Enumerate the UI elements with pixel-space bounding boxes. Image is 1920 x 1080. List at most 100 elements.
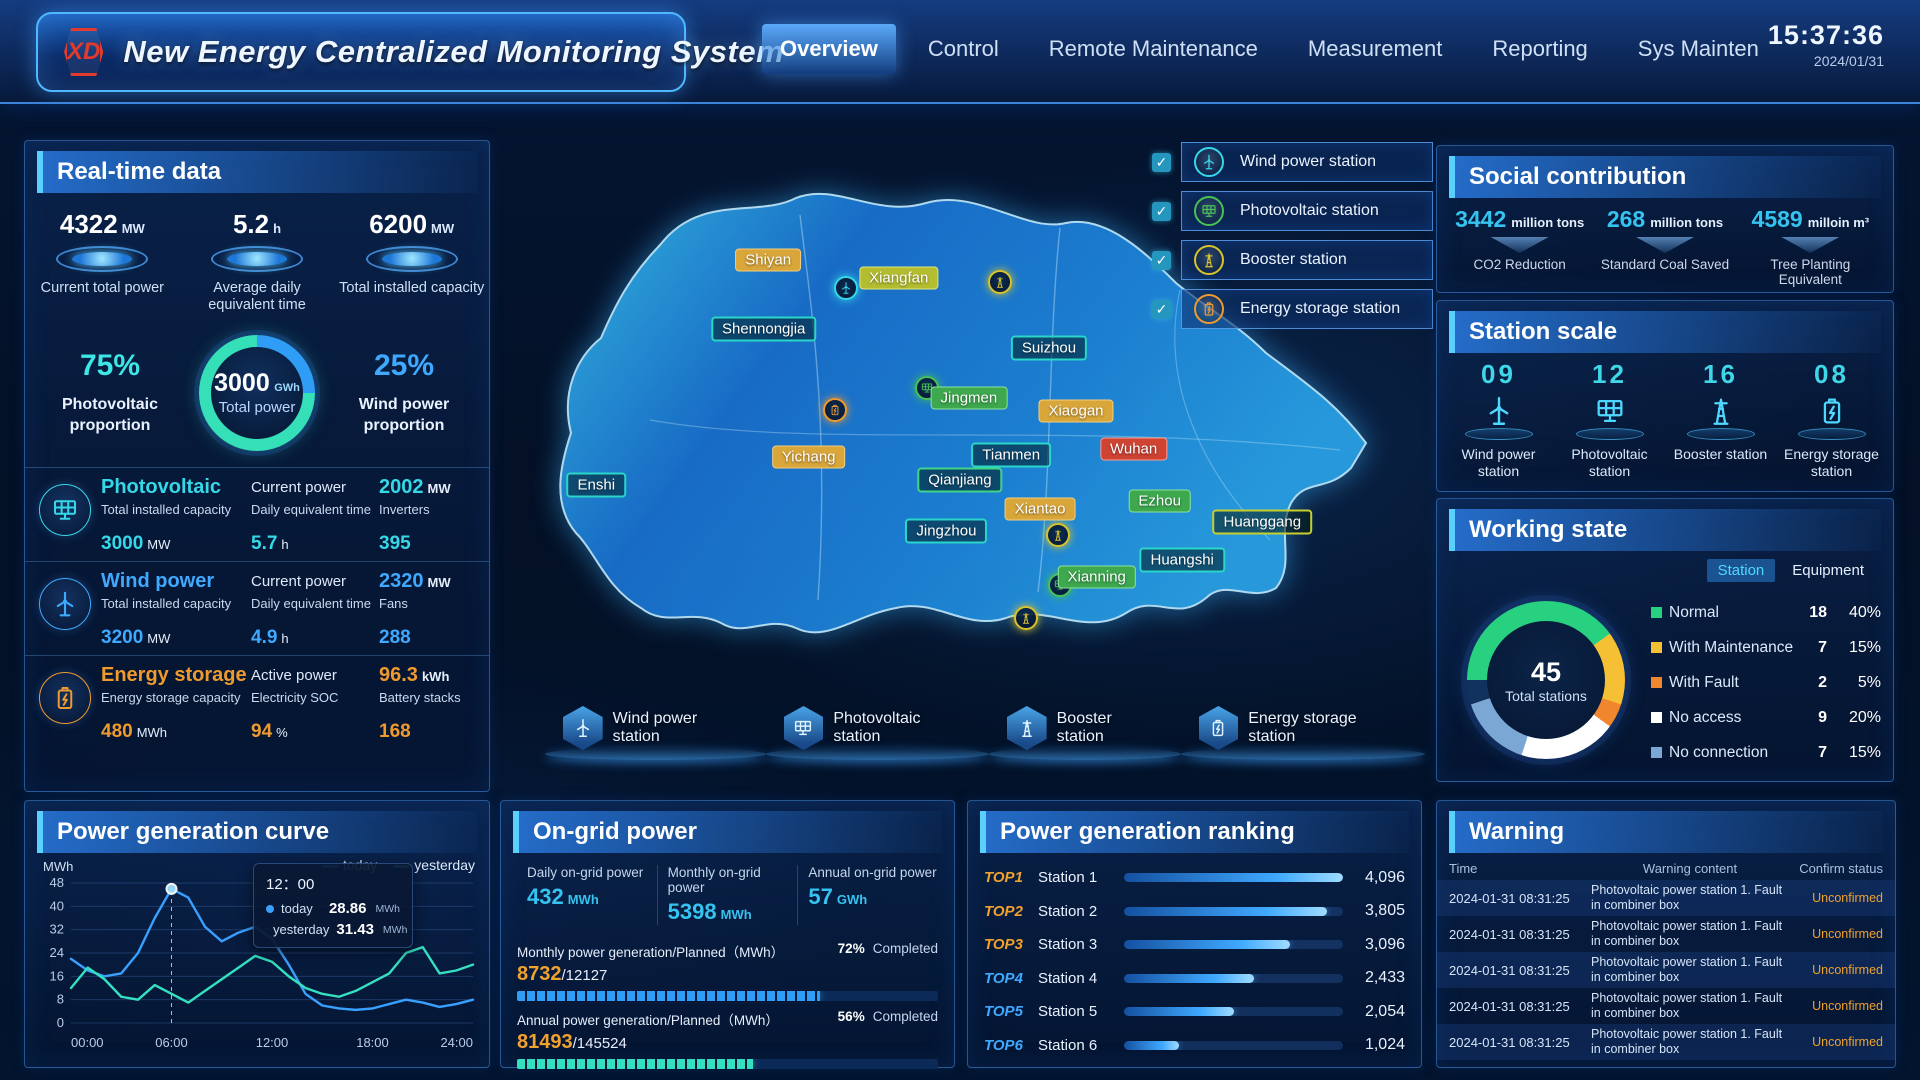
pedestal-icon (1635, 237, 1694, 253)
tab-remote-maintenance[interactable]: Remote Maintenance (1048, 36, 1258, 61)
map-city-label[interactable]: Xianning (1057, 565, 1136, 589)
legend-label: Energy storage station (1248, 710, 1357, 745)
tab-overview[interactable]: Overview (762, 24, 896, 74)
warning-row: 2024-01-31 08:31:25 Photovoltaic power s… (1437, 1024, 1895, 1060)
legend-row-energy-storage: ✓ Energy storage station (1152, 289, 1433, 329)
tab-measurement[interactable]: Measurement (1307, 36, 1443, 61)
tooltip-time: 12：00 (266, 876, 315, 893)
map-city-label[interactable]: Qianjiang (917, 467, 1003, 493)
map-city-label[interactable]: Enshi (566, 472, 627, 498)
map-city-label[interactable]: Huangshi (1139, 547, 1225, 573)
svg-text:40: 40 (50, 898, 64, 913)
social-stats: 3442 million tons CO2 Reduction 268 millio… (1437, 198, 1893, 287)
legend-item-wind[interactable]: Wind power station (1181, 142, 1433, 182)
co2-reduction-stat: 3442 million tons CO2 Reduction (1455, 206, 1585, 272)
warning-panel: Warning Time Warning content Confirm sta… (1436, 800, 1896, 1068)
standard-coal-saved-stat: 268 million tons Standard Coal Saved (1600, 206, 1730, 272)
head-metric-value: 96.3 (379, 663, 418, 686)
wind-layer-checkbox[interactable]: ✓ (1152, 152, 1171, 172)
energy-storage-station-marker-icon[interactable] (822, 398, 847, 423)
pedestal-icon (1490, 237, 1549, 253)
tab-sys-mainten[interactable]: Sys Mainten (1637, 36, 1759, 61)
legend-item-photovoltaic[interactable]: Photovoltaic station (1181, 191, 1433, 231)
tower-icon (1686, 394, 1755, 440)
map-city-label[interactable]: Yichang (771, 445, 846, 469)
svg-text:32: 32 (50, 922, 64, 937)
booster-station-marker-icon[interactable] (988, 269, 1013, 294)
head-metric-unit: MW (427, 574, 451, 590)
booster-layer-checkbox[interactable]: ✓ (1152, 250, 1171, 270)
section-title: Wind power (101, 569, 215, 592)
section-title: Energy storage (101, 663, 247, 686)
status-badge[interactable]: Unconfirmed (1812, 999, 1883, 1013)
wind-station-marker-icon[interactable] (833, 276, 858, 300)
ranking-bar (1124, 873, 1343, 883)
legend-item-energy-storage[interactable]: Energy storage station (1181, 289, 1433, 329)
map-city-label[interactable]: Tianmen (971, 442, 1052, 468)
working-state-panel: Working state Station Equipment 45 Total… (1436, 498, 1894, 782)
map-city-label[interactable]: Xiaogan (1038, 399, 1114, 423)
color-swatch (1651, 747, 1662, 758)
map-city-label[interactable]: Jingmen (930, 386, 1008, 410)
power-generation-ranking-title: Power generation ranking (980, 811, 1409, 853)
ranking-bar (1124, 940, 1343, 950)
head-metric-unit: MW (427, 480, 451, 496)
on-grid-stats: Daily on-grid power 432 MWh Monthly on-gr… (501, 853, 954, 933)
map-city-label[interactable]: Jingzhou (905, 518, 988, 544)
map-city-label[interactable]: Xiangfan (859, 266, 939, 290)
status-badge[interactable]: Unconfirmed (1812, 891, 1883, 905)
map-city-label[interactable]: Suizhou (1010, 335, 1088, 361)
energy-storage-layer-checkbox[interactable]: ✓ (1152, 299, 1171, 319)
total-stations-value: 45 (1530, 656, 1562, 687)
station-scale-panel: Station scale 09 Wind power station 12 P… (1436, 300, 1894, 492)
map-city-label[interactable]: Ezhou (1128, 489, 1191, 513)
status-badge[interactable]: Unconfirmed (1812, 963, 1883, 977)
daily-on-grid-stat: Daily on-grid power 432 MWh (527, 865, 644, 909)
ranking-bar (1124, 906, 1343, 916)
tab-control[interactable]: Control (927, 36, 999, 61)
map-city-label[interactable]: Huanggang (1212, 509, 1313, 535)
booster-station-marker-icon[interactable] (1013, 605, 1038, 630)
warning-row: 2024-01-31 08:31:25 Photovoltaic power s… (1437, 880, 1895, 916)
tab-station[interactable]: Station (1706, 559, 1776, 582)
social-contribution-panel: Social contribution 3442 million tons CO2… (1436, 145, 1894, 293)
bottom-legend-booster: Booster station (988, 702, 1181, 760)
total-power-donut (199, 334, 315, 451)
metric-cell: Electricity SOC 94% (251, 689, 339, 742)
legend-row-wind: ✓ Wind power station (1152, 142, 1433, 182)
map-city-label[interactable]: Shennongjia (710, 316, 817, 342)
map-city-label[interactable]: Shiyan (735, 248, 802, 272)
pedestal-icon (365, 246, 458, 272)
warning-table: 2024-01-31 08:31:25 Photovoltaic power s… (1437, 880, 1895, 1060)
solar-panel-icon (1194, 196, 1224, 226)
map-city-label[interactable]: Xiantao (1004, 497, 1076, 521)
metric-cell: Total installed capacity 3200 MW (101, 595, 232, 648)
head-metric-value: 2320 (379, 569, 424, 592)
solar-panel-icon (1575, 394, 1644, 440)
tab-equipment[interactable]: Equipment (1792, 562, 1864, 579)
legend-item-booster[interactable]: Booster station (1181, 240, 1433, 280)
pv-proportion-value: 75% (79, 348, 141, 382)
svg-text:8: 8 (57, 992, 64, 1007)
map-city-label[interactable]: Wuhan (1099, 437, 1168, 461)
status-badge[interactable]: Unconfirmed (1812, 1035, 1883, 1049)
booster-station-marker-icon[interactable] (1046, 522, 1070, 547)
legend-row-booster: ✓ Booster station (1152, 240, 1433, 280)
on-grid-power-title: On-grid power (513, 811, 942, 853)
photovoltaic-layer-checkbox[interactable]: ✓ (1152, 201, 1171, 221)
solar-panel-icon (783, 706, 824, 750)
tab-reporting[interactable]: Reporting (1492, 36, 1588, 61)
stat-label: Current total power (40, 280, 164, 296)
annual-progress: Annual power generation/Planned（MWh） 56%… (501, 1007, 954, 1069)
pv-proportion-label: Photovoltaic proportion (61, 395, 158, 434)
warning-table-header: Time Warning content Confirm status (1449, 861, 1883, 876)
ranking-bar (1124, 1040, 1343, 1050)
booster-station-count: 16 Booster station (1673, 359, 1768, 462)
tower-icon (1194, 245, 1224, 275)
svg-text:24:00: 24:00 (440, 1035, 473, 1050)
color-swatch (1651, 642, 1662, 653)
status-badge[interactable]: Unconfirmed (1812, 927, 1883, 941)
energy-storage-section: Energy storage Active power 96.3 kWh Ener… (25, 654, 489, 749)
head-metric-unit: kWh (421, 668, 450, 684)
